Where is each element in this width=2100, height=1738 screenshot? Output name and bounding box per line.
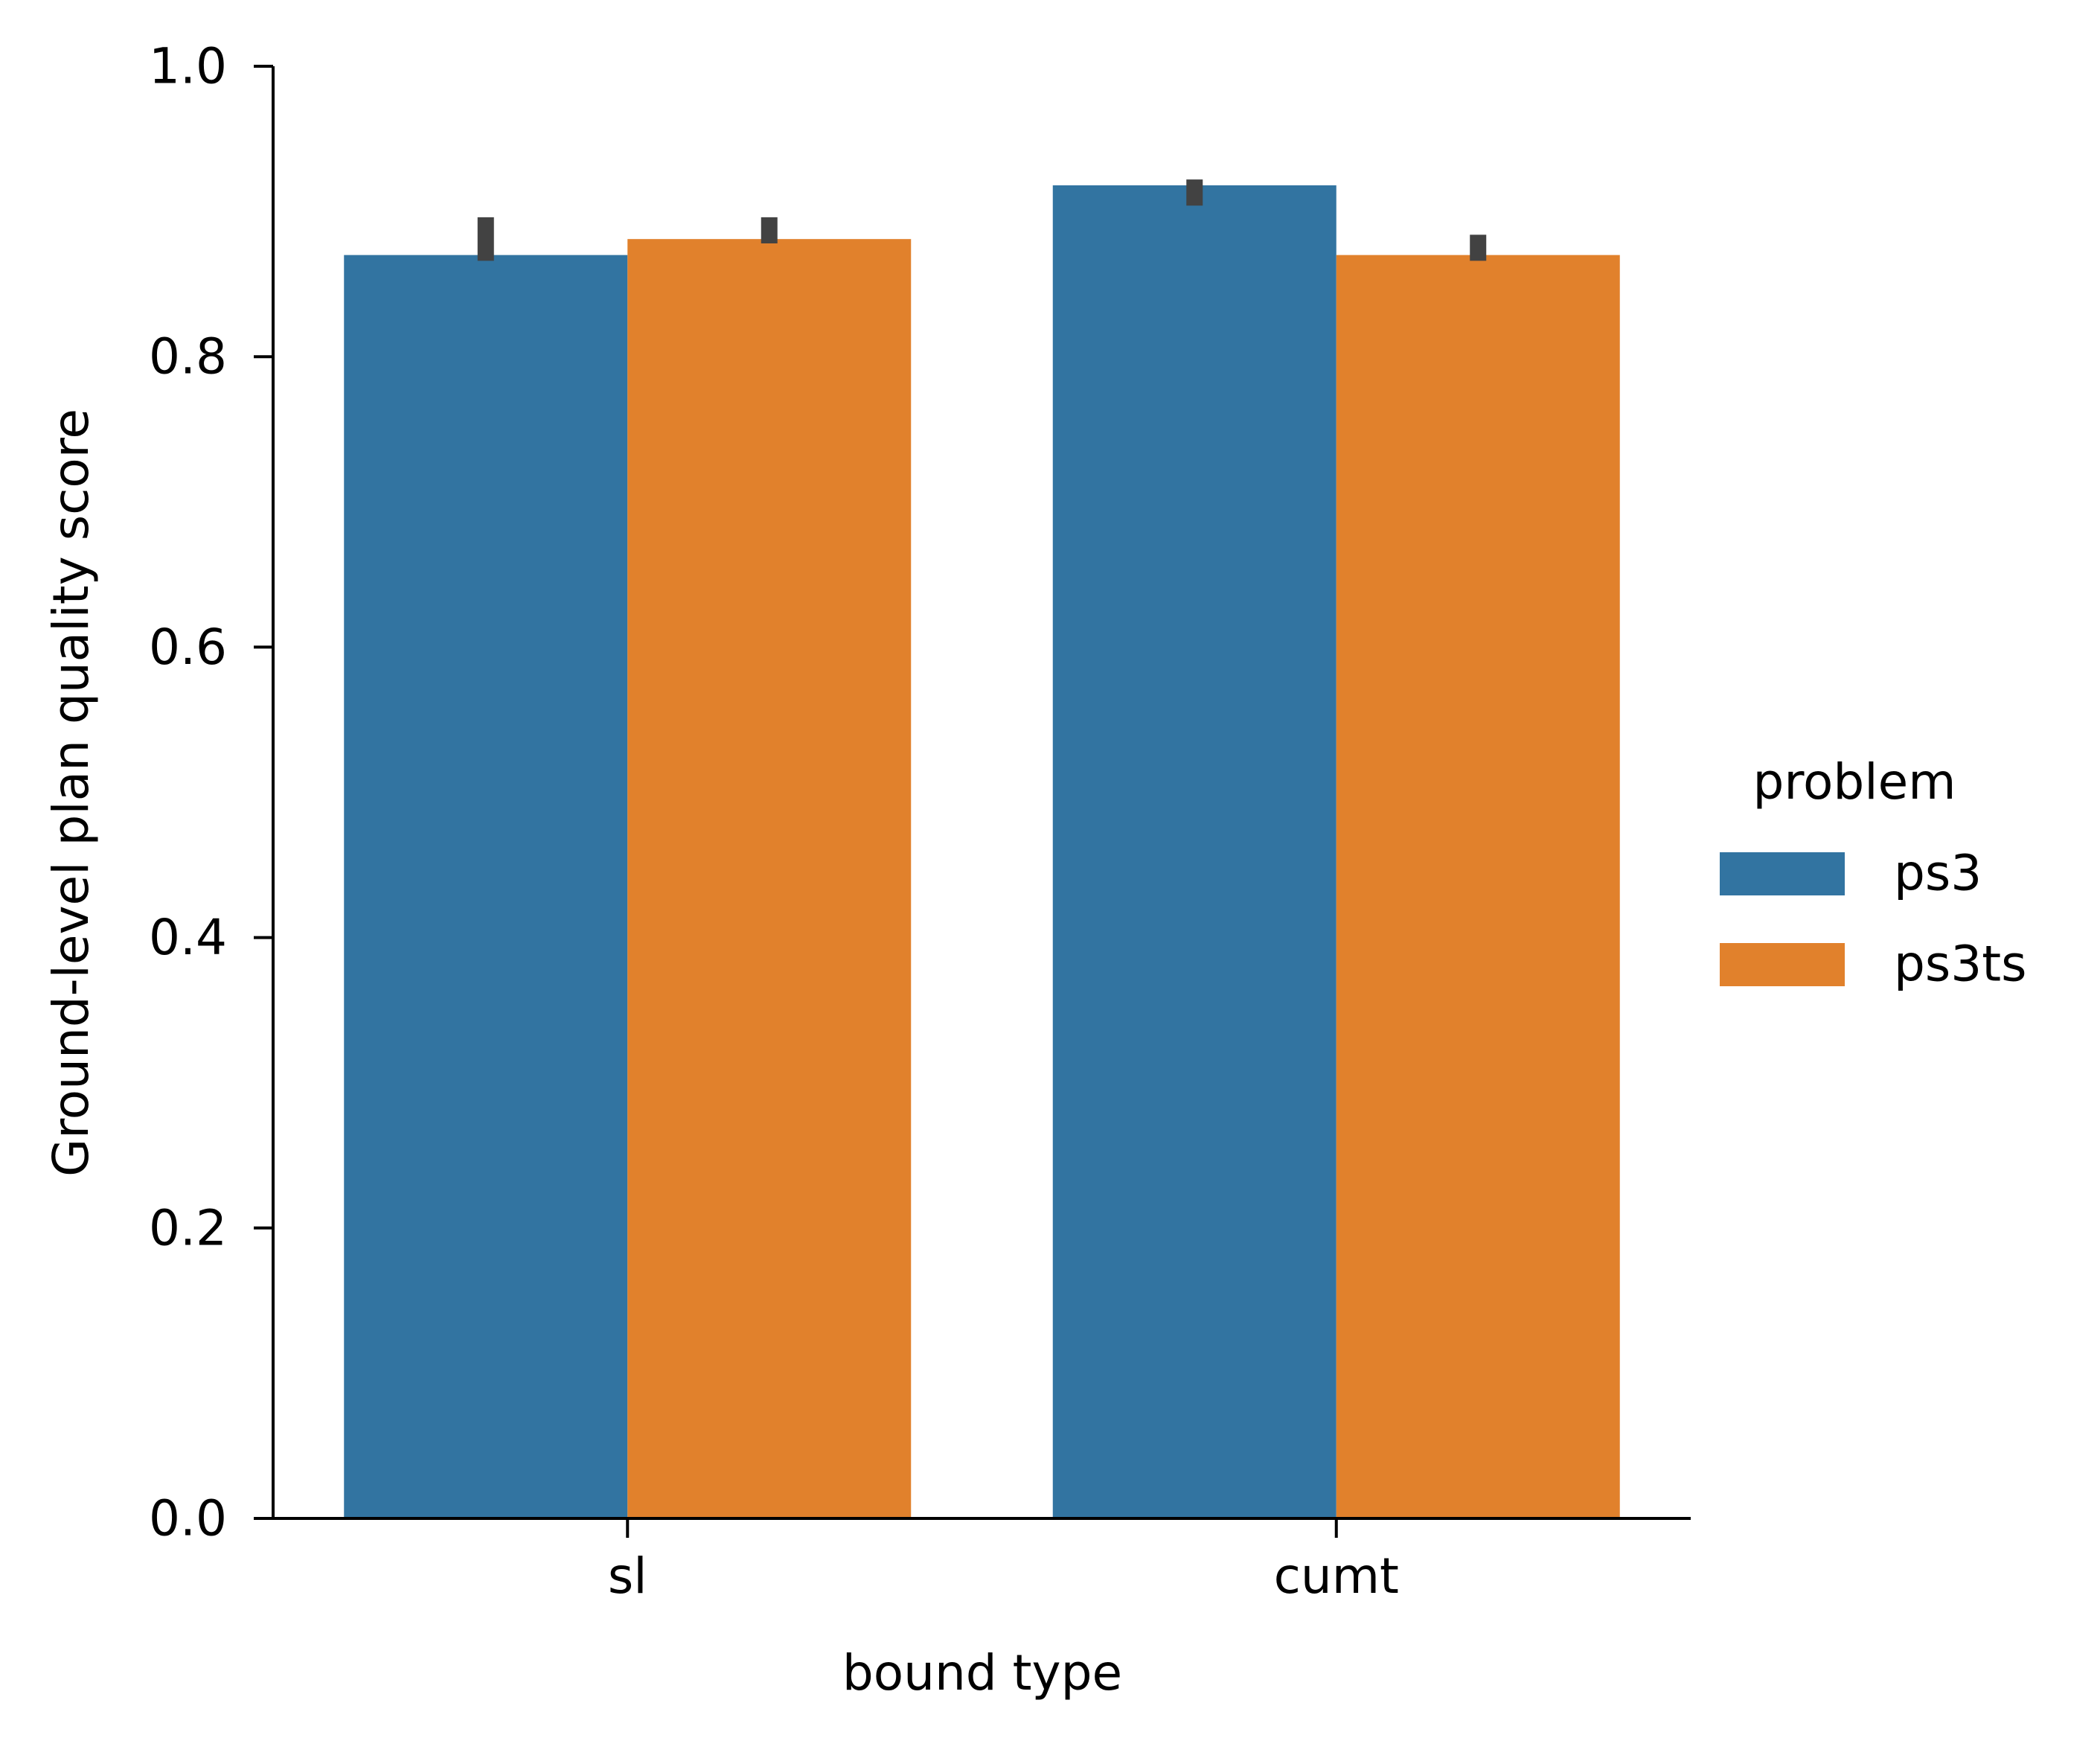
y-tick-label: 1.0 bbox=[149, 38, 227, 95]
x-tick-label: sl bbox=[608, 1547, 647, 1605]
x-axis-label: bound type bbox=[842, 1644, 1122, 1702]
bar-ps3ts-cumt bbox=[1336, 255, 1620, 1518]
legend-title: problem bbox=[1752, 753, 1956, 811]
legend-swatch-ps3 bbox=[1720, 852, 1845, 895]
legend: problem ps3 ps3ts bbox=[1720, 753, 2027, 993]
axes-layer bbox=[272, 66, 1691, 1520]
y-axis-label: Ground-level plan quality score bbox=[42, 409, 100, 1177]
bar-ps3-cumt bbox=[1052, 185, 1336, 1519]
y-ticks: 0.0 0.2 0.4 0.6 0.8 1.0 bbox=[149, 38, 273, 1547]
y-tick-label: 0.0 bbox=[149, 1490, 227, 1547]
x-ticks: sl cumt bbox=[608, 1518, 1399, 1605]
error-bars-layer bbox=[477, 179, 1487, 261]
y-tick-label: 0.8 bbox=[149, 328, 227, 386]
y-tick-label: 0.2 bbox=[149, 1199, 227, 1256]
bar-ps3ts-sl bbox=[627, 239, 912, 1519]
bars-layer bbox=[344, 185, 1620, 1519]
x-tick-label: cumt bbox=[1274, 1547, 1399, 1605]
y-tick-label: 0.6 bbox=[149, 619, 227, 676]
bar-ps3-sl bbox=[344, 255, 628, 1518]
legend-label-ps3: ps3 bbox=[1894, 845, 1982, 902]
legend-swatch-ps3ts bbox=[1720, 943, 1845, 986]
legend-label-ps3ts: ps3ts bbox=[1894, 936, 2027, 993]
y-tick-label: 0.4 bbox=[149, 909, 227, 966]
